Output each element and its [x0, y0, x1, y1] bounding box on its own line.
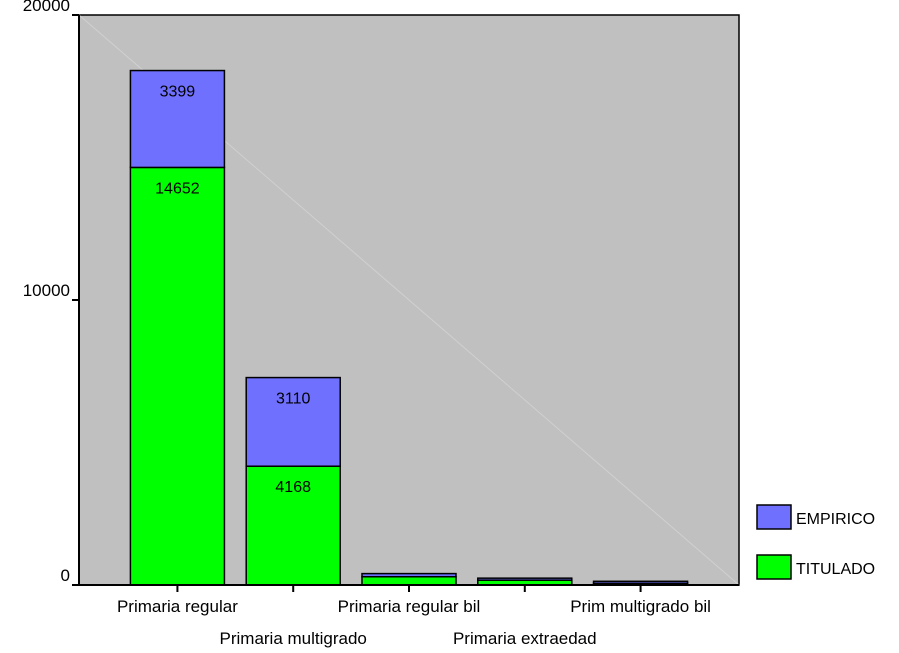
- bar-empirico-0: [129, 69, 226, 169]
- bar-titulado-0: [129, 166, 226, 586]
- x-category-label-2: Primaria regular bil: [338, 597, 481, 616]
- bar-empirico-1: [245, 376, 341, 467]
- y-tick-label-0: 0: [61, 566, 70, 585]
- data-label-empirico-1: 3110: [276, 391, 311, 408]
- x-category-label-1: Primaria multigrado: [220, 629, 367, 648]
- data-label-empirico-0: 3399: [160, 84, 196, 101]
- y-tick-label-1: 10000: [23, 281, 70, 300]
- data-label-titulado-0: 14652: [155, 180, 200, 197]
- legend-label-empirico: EMPIRICO: [796, 511, 875, 528]
- bar-titulado-2: [361, 575, 457, 586]
- legend-swatch-empirico: [756, 504, 792, 530]
- y-tick-label-2: 20000: [23, 0, 70, 15]
- bar-empirico-2: [361, 572, 457, 578]
- data-label-titulado-1: 4168: [275, 479, 311, 496]
- x-category-label-0: Primaria regular: [117, 597, 238, 616]
- x-category-label-3: Primaria extraedad: [453, 629, 597, 648]
- legend-label-titulado: TITULADO: [796, 561, 875, 578]
- bar-empirico-3: [477, 577, 573, 581]
- bar-empirico-4: [592, 580, 689, 585]
- legend-swatch-titulado: [756, 554, 792, 580]
- x-category-label-4: Prim multigrado bil: [570, 597, 711, 616]
